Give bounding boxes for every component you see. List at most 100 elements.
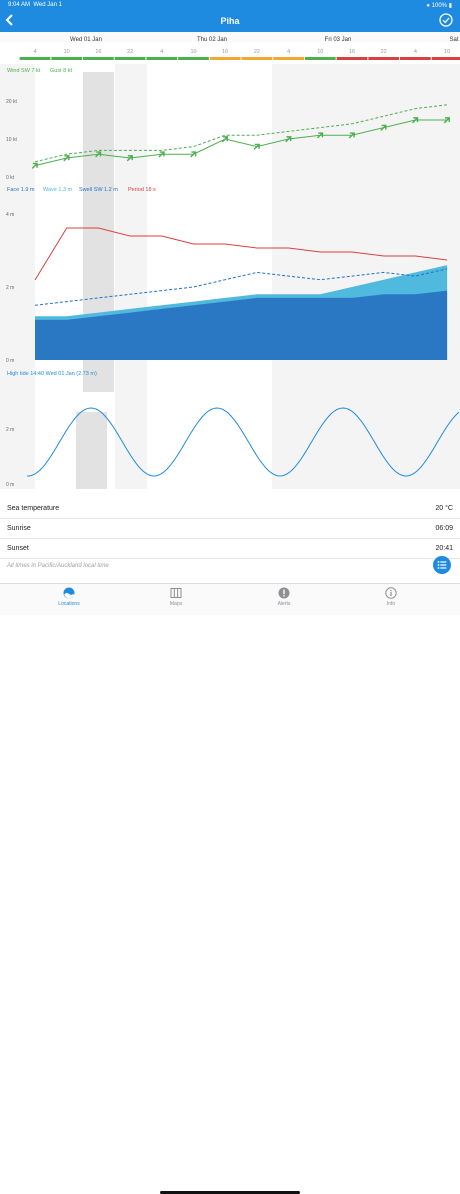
face-legend: Face 1.9 m (7, 187, 35, 193)
hour-tick-label: 4 (160, 49, 163, 55)
info-label: Sea temperature (7, 505, 60, 512)
wind-arrow-shape (316, 132, 324, 139)
wind-arrow-shape (412, 117, 419, 124)
tab-info-label: Info (386, 601, 396, 607)
status-bar: 9:04 AM Wed Jan 1 ● 100% ▮ (0, 0, 460, 10)
tab-alerts-label: Alerts (277, 601, 291, 607)
rating-segment (304, 57, 336, 60)
rating-segment (336, 57, 368, 60)
wind-arrow-icon (126, 155, 133, 162)
tide-axis-label: 2 m (6, 427, 14, 433)
day-label: Fri 03 Jan (325, 37, 352, 43)
wind-arrow-icon (63, 155, 70, 162)
day-label: Sat (449, 37, 458, 43)
rating-segment (83, 57, 114, 60)
wind-arrow-icon (443, 117, 450, 124)
tab-alerts[interactable]: Alerts (264, 587, 304, 607)
battery-icon: ▮ (448, 3, 452, 9)
wind-arrow-icon (285, 136, 292, 143)
hour-tick-label: 16 (95, 49, 101, 55)
tab-maps[interactable]: Maps (156, 587, 196, 607)
wind-arrow-icon (158, 151, 165, 158)
nav-bar: Piha (0, 10, 460, 32)
hour-tick-label: 4 (414, 49, 417, 55)
hour-tick-label: 22 (254, 49, 260, 55)
night-band (0, 64, 35, 489)
forecast-chart[interactable]: Wed 01 Jan Thu 02 Jan Fri 03 Jan Sat 4 10 16 2… (0, 32, 460, 502)
tab-info[interactable]: Info (371, 587, 411, 607)
wind-arrow-icon (253, 143, 260, 150)
tide-label: High tide 14:40 Wed 01 Jan (2.73 m) (7, 371, 97, 377)
hour-tick-label: 10 (317, 49, 323, 55)
tab-locations[interactable]: Locations (49, 587, 89, 607)
wind-axis-label: 20 kt (6, 99, 17, 105)
hour-tick-label: 22 (127, 49, 133, 55)
info-row: Sunset 20:41 (0, 538, 460, 559)
wifi-icon: ● (426, 3, 430, 9)
wind-arrow-icon (412, 117, 419, 124)
favorite-check-button[interactable] (439, 13, 453, 32)
rating-segment (178, 57, 209, 60)
wind-arrow-shape (190, 151, 197, 158)
tide-curve (27, 407, 460, 477)
wind-arrow-shape (126, 155, 133, 162)
hour-tick-label: 10 (190, 49, 196, 55)
wind-arrow-icon (221, 136, 229, 143)
list-button[interactable] (433, 556, 451, 574)
wave-axis-label: 0 m (6, 358, 14, 364)
rating-segment (51, 57, 83, 60)
day-label: Wed 01 Jan (70, 37, 102, 43)
wind-arrow-icon (31, 162, 38, 169)
night-band (272, 64, 400, 489)
rating-segment (146, 57, 178, 60)
hour-tick-label: 16 (349, 49, 355, 55)
info-label: Sunset (7, 545, 29, 552)
info-row: Sea temperature 20 °C (0, 498, 460, 519)
page-title: Piha (220, 16, 240, 26)
wind-arrow-shape (158, 151, 165, 158)
rating-segment (114, 57, 146, 60)
hour-tick-label: 22 (381, 49, 387, 55)
battery-percent: 100% (431, 3, 448, 9)
hour-tick-label: 4 (287, 49, 290, 55)
info-value: 20 °C (435, 505, 453, 512)
info-row: Sunrise 06:09 (0, 518, 460, 539)
selected-tide-column (76, 412, 107, 489)
rating-segment (400, 57, 431, 60)
maps-icon (170, 588, 182, 598)
locations-icon (63, 587, 75, 599)
period-legend: Period 18 s (128, 187, 156, 193)
wind-arrow-shape (285, 136, 292, 143)
status-date: Wed Jan 1 (33, 2, 62, 8)
status-right: ● 100% ▮ (426, 2, 452, 9)
wind-arrow-shape (63, 155, 70, 162)
info-value: 06:09 (435, 525, 453, 532)
info-icon (385, 587, 397, 599)
status-time-text: 9:04 AM (8, 2, 31, 8)
wind-axis-label: 10 kt (6, 137, 17, 143)
wind-axis-label: 0 kt (6, 175, 15, 181)
wind-line (34, 119, 448, 167)
wind-arrow-shape (95, 151, 102, 158)
info-value: 20:41 (435, 545, 453, 552)
wind-legend: Wind SW 7 kt (7, 68, 41, 74)
swell-legend: Swell SW 1.2 m (79, 187, 118, 193)
gust-legend: Gust 8 kt (50, 68, 72, 74)
wind-arrow-shape (253, 143, 260, 150)
hour-tick-label: 10 (64, 49, 70, 55)
check-circle-icon (439, 13, 453, 27)
rating-segment (209, 57, 241, 60)
rating-segment (273, 57, 304, 60)
back-button[interactable] (5, 13, 15, 32)
period-line (34, 227, 448, 281)
alerts-icon (278, 587, 290, 599)
wave-legend: Wave 1.3 m (43, 187, 73, 193)
tab-locations-label: Locations (58, 601, 80, 607)
wind-arrow-icon (190, 151, 197, 158)
chevron-left-icon (5, 14, 13, 26)
wind-arrow-shape (348, 132, 355, 139)
wind-arrow-shape (221, 136, 229, 143)
wind-arrow-icon (348, 132, 355, 139)
hour-tick-label: 4 (33, 49, 36, 55)
rating-segment (368, 57, 400, 60)
